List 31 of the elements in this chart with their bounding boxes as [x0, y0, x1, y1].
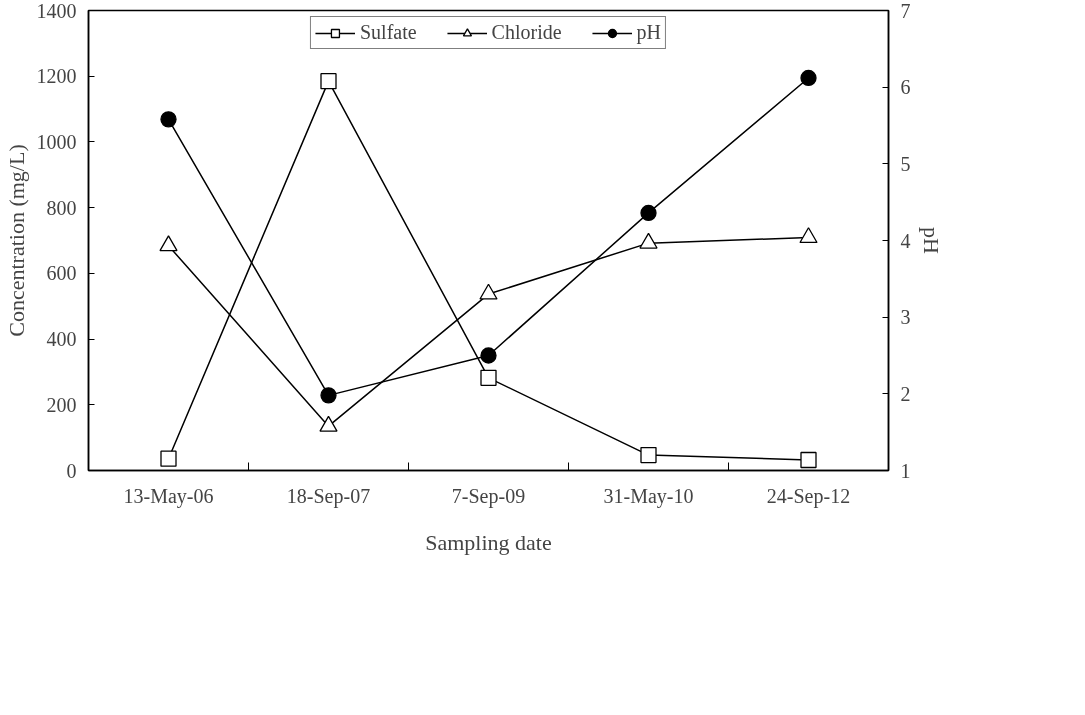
x-tick-label: 7-Sep-09	[451, 484, 526, 508]
point	[800, 69, 817, 87]
point	[320, 387, 337, 404]
x-axis-title: Sampling date	[425, 529, 552, 555]
point	[480, 347, 497, 364]
y2-axis-title: pH	[918, 227, 944, 255]
y2-tick-label: 1	[900, 459, 911, 482]
y2-tick-label: 5	[900, 152, 911, 175]
y-tick-label: 400	[46, 328, 77, 351]
y2-tick-label: 4	[900, 229, 911, 252]
x-tick-label: 31-May-10	[603, 484, 694, 508]
y-tick-label: 1000	[36, 130, 77, 153]
x-tick-label: 18-Sep-07	[286, 484, 371, 508]
y-tick-label: 1400	[36, 0, 77, 22]
y-axis-title: Concentration (mg/L)	[3, 144, 29, 337]
y-tick-label: 200	[46, 393, 77, 416]
y-tick-label: 1200	[36, 65, 77, 88]
legend-label: Chloride	[491, 21, 562, 44]
point	[640, 204, 657, 222]
y2-tick-label: 3	[900, 306, 911, 329]
y-tick-label: 600	[46, 262, 77, 285]
x-tick-label: 24-Sep-12	[766, 484, 851, 508]
point	[160, 111, 177, 128]
y2-tick-label: 2	[900, 382, 911, 405]
legend-label: pH	[636, 21, 662, 44]
x-tick-label: 13-May-06	[123, 484, 214, 508]
y-tick-label: 800	[46, 196, 77, 219]
y2-tick-label: 7	[900, 0, 911, 22]
y2-tick-label: 6	[900, 76, 911, 99]
legend-label: Sulfate	[359, 21, 417, 44]
y-tick-label: 0	[66, 459, 77, 482]
